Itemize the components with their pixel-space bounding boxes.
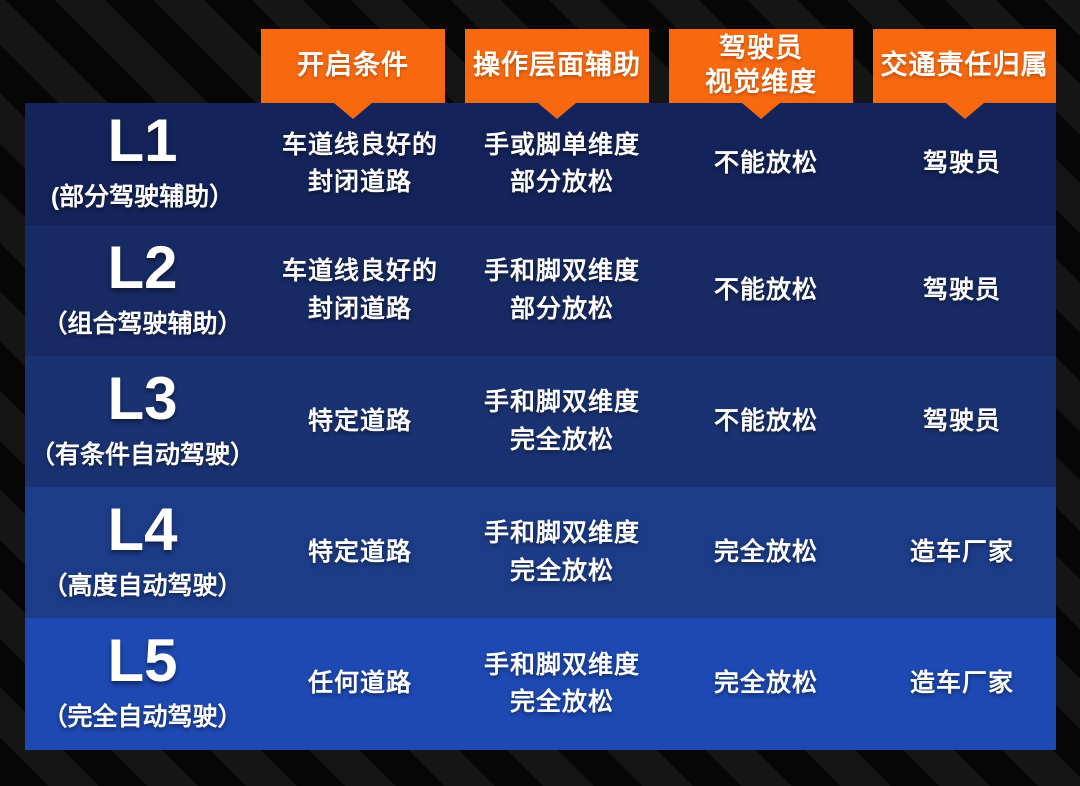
cell-visual-dimension: 不能放松 [713, 275, 818, 304]
table-row-l5: L5 （完全自动驾驶） 任何道路 手和脚双维度 完全放松 完全放松 造车厂家 [25, 618, 1056, 750]
level-subtitle: （完全自动驾驶） [42, 703, 243, 732]
column-header-label: 开启条件 [297, 50, 409, 81]
column-header-responsibility: 交通责任归属 [873, 29, 1056, 119]
level-subtitle: （高度自动驾驶） [42, 571, 243, 600]
table-row-l3: L3 （有条件自动驾驶） 特定道路 手和脚双维度 完全放松 不能放松 驾驶员 [25, 356, 1056, 487]
cell-operation-assist: 手和脚双维度 部分放松 [483, 257, 640, 323]
pointer-down-icon [742, 103, 780, 119]
cell-operation-assist: 手和脚双维度 完全放松 [483, 519, 640, 585]
pointer-down-icon [538, 103, 576, 119]
level-label: L4 [107, 495, 178, 563]
cell-visual-dimension: 不能放松 [713, 149, 818, 178]
cell-open-condition: 车道线良好的 封闭道路 [281, 257, 438, 323]
level-label: L3 [107, 364, 178, 432]
cell-open-condition: 车道线良好的 封闭道路 [281, 130, 438, 197]
cell-open-condition: 特定道路 [307, 537, 412, 566]
level-cell: L1 (部分驾驶辅助） [25, 103, 260, 225]
cell-visual-dimension: 完全放松 [713, 537, 818, 566]
table-row-l4: L4 （高度自动驾驶） 特定道路 手和脚双维度 完全放松 完全放松 造车厂家 [25, 487, 1056, 618]
cell-visual-dimension: 不能放松 [713, 406, 818, 435]
level-label: L1 [107, 107, 178, 175]
driving-levels-table: L1 (部分驾驶辅助） 车道线良好的 封闭道路 手或脚单维度 部分放松 不能放松… [25, 103, 1056, 750]
level-cell: L2 （组合驾驶辅助） [25, 225, 260, 356]
cell-responsibility: 驾驶员 [922, 149, 1001, 178]
column-header-label: 驾驶员 视觉维度 [705, 33, 817, 97]
table-row-l1: L1 (部分驾驶辅助） 车道线良好的 封闭道路 手或脚单维度 部分放松 不能放松… [25, 103, 1056, 225]
cell-responsibility: 造车厂家 [909, 537, 1014, 566]
cell-responsibility: 造车厂家 [909, 669, 1014, 698]
cell-responsibility: 驾驶员 [922, 406, 1001, 435]
level-cell: L4 （高度自动驾驶） [25, 487, 260, 618]
cell-operation-assist: 手和脚双维度 完全放松 [483, 650, 640, 717]
cell-operation-assist: 手和脚双维度 完全放松 [483, 388, 640, 454]
pointer-down-icon [334, 103, 372, 119]
level-subtitle: (部分驾驶辅助） [50, 183, 235, 212]
cell-operation-assist: 手或脚单维度 部分放松 [483, 130, 640, 197]
level-subtitle: （有条件自动驾驶） [29, 440, 255, 469]
level-label: L2 [107, 233, 178, 301]
level-cell: L5 （完全自动驾驶） [25, 618, 260, 750]
level-subtitle: （组合驾驶辅助） [42, 309, 243, 338]
cell-visual-dimension: 完全放松 [713, 669, 818, 698]
column-header-open-condition: 开启条件 [261, 29, 445, 119]
table-row-l2: L2 （组合驾驶辅助） 车道线良好的 封闭道路 手和脚双维度 部分放松 不能放松… [25, 225, 1056, 356]
cell-open-condition: 特定道路 [307, 406, 412, 435]
column-header-visual-dimension: 驾驶员 视觉维度 [669, 29, 853, 119]
cell-open-condition: 任何道路 [307, 669, 412, 698]
column-header-label: 操作层面辅助 [473, 50, 641, 81]
level-cell: L3 （有条件自动驾驶） [25, 356, 260, 487]
column-header-label: 交通责任归属 [880, 50, 1049, 81]
level-label: L5 [107, 627, 178, 695]
cell-responsibility: 驾驶员 [922, 275, 1001, 304]
column-header-operation-assist: 操作层面辅助 [465, 29, 649, 119]
pointer-down-icon [945, 103, 984, 119]
